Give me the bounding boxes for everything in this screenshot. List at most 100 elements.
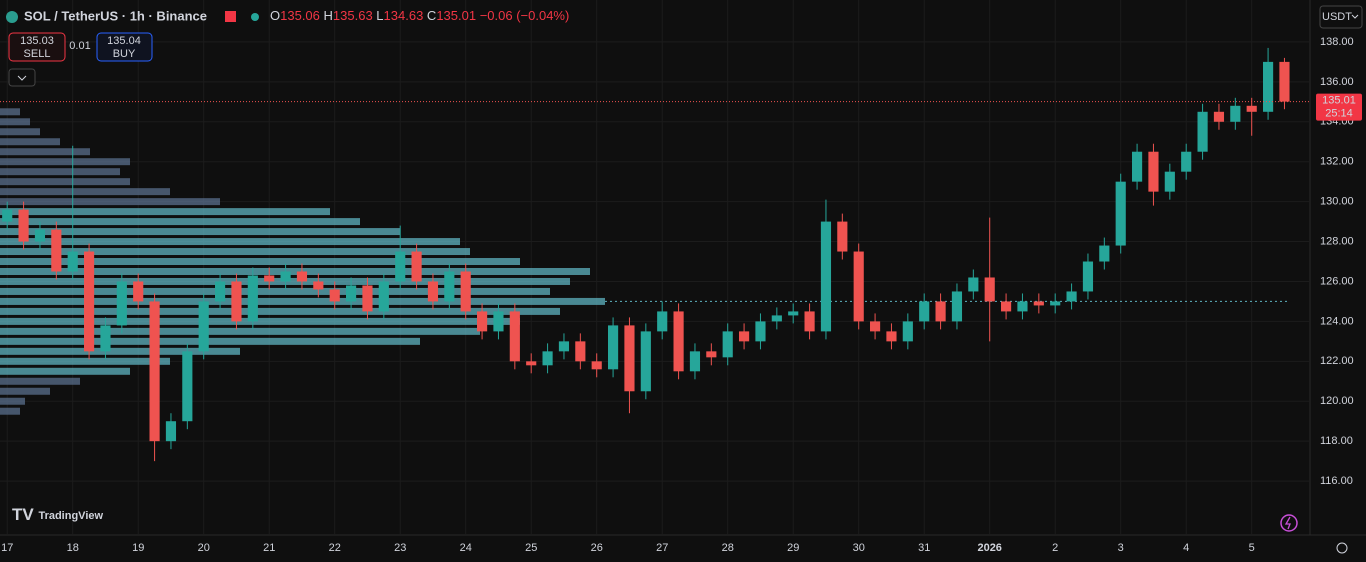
candle-body	[165, 421, 177, 442]
volume-bar	[0, 258, 520, 266]
ohlc-value: 135.63	[333, 8, 373, 23]
candle-body	[706, 351, 717, 358]
collapse-button[interactable]	[8, 68, 36, 87]
candle-body	[1132, 151, 1143, 182]
y-tick-label: 124.00	[1320, 315, 1354, 327]
candle-body	[919, 301, 930, 322]
volume-bar	[0, 407, 20, 415]
candle-body	[984, 277, 995, 302]
candle-body	[1213, 111, 1225, 122]
candle-body	[460, 271, 471, 312]
candle-body	[296, 271, 308, 282]
candle-body	[542, 351, 553, 366]
settings-icon[interactable]	[1336, 542, 1348, 554]
candle-body	[1066, 291, 1077, 302]
volume-bar	[0, 138, 60, 146]
volume-bar	[0, 108, 20, 116]
volume-bar	[0, 307, 560, 315]
sell-label: SELL	[24, 48, 51, 60]
volume-bar	[0, 148, 90, 156]
sell-price: 135.03	[20, 35, 54, 47]
candle-body	[346, 285, 357, 302]
volume-bar	[0, 297, 605, 305]
candle-body	[362, 285, 373, 312]
volume-bar	[0, 347, 240, 355]
y-tick-label: 130.00	[1320, 196, 1354, 208]
volume-bar	[0, 387, 50, 395]
logo-text: TradingView	[38, 510, 103, 522]
candle-body	[1148, 151, 1159, 192]
buy-button[interactable]	[96, 32, 153, 62]
volume-bar	[0, 367, 130, 375]
candle-body	[968, 277, 979, 292]
candle-body	[640, 331, 651, 392]
volume-bar	[0, 317, 520, 325]
candle-body	[198, 301, 209, 352]
y-tick-label: 128.00	[1320, 235, 1354, 247]
ohlc-value: 135.01	[436, 8, 476, 23]
candle-body	[247, 275, 258, 322]
ohlc-value: 135.06	[280, 8, 320, 23]
last-price-badge	[1316, 93, 1362, 121]
trade-buttons: 135.03 SELL 0.01 135.04 BUY	[8, 32, 153, 87]
candle-body	[739, 331, 750, 342]
x-tick-label: 17	[1, 542, 13, 554]
candle-body	[182, 351, 193, 422]
x-tick-label: 27	[656, 542, 668, 554]
sell-button[interactable]	[8, 32, 66, 62]
volume-bar	[0, 208, 330, 216]
y-tick-label: 122.00	[1320, 355, 1354, 367]
candle-body	[1279, 61, 1290, 102]
candle-body	[1181, 151, 1192, 172]
candle-body	[624, 325, 635, 392]
x-tick-label: 29	[787, 542, 799, 554]
flag-icon[interactable]	[225, 11, 236, 22]
x-tick-label: 21	[263, 542, 275, 554]
y-tick-label: 116.00	[1320, 475, 1353, 487]
lightning-icon[interactable]	[1280, 514, 1298, 532]
candle-body	[1082, 261, 1094, 292]
lightning-bolt	[1284, 516, 1291, 530]
candle-body	[558, 341, 570, 352]
volume-bar	[0, 178, 130, 186]
candle-body	[51, 229, 62, 272]
x-tick-label: 3	[1118, 542, 1124, 554]
candle-body	[1017, 301, 1028, 312]
candle-body	[1033, 301, 1044, 306]
candle-body	[34, 229, 46, 242]
candle-body	[902, 321, 913, 342]
y-tick-label: 132.00	[1320, 156, 1354, 168]
candle-body	[591, 361, 602, 370]
y-tick-label: 126.00	[1320, 275, 1354, 287]
logo: TV TradingView	[12, 505, 103, 524]
x-tick-label: 2026	[977, 542, 1001, 554]
volume-bar	[0, 128, 40, 136]
candle-body	[313, 281, 324, 290]
symbol: SOL / TetherUS · 1h · Binance	[24, 8, 207, 23]
last-price-label: 135.01	[1322, 95, 1356, 107]
candle-body	[149, 301, 160, 442]
candle-body	[951, 291, 963, 322]
candle-body	[1001, 301, 1012, 312]
y-tick-label: 138.00	[1320, 36, 1354, 48]
candle-body	[84, 251, 95, 352]
volume-bar	[0, 158, 130, 166]
y-tick-label: 120.00	[1320, 395, 1354, 407]
candle-body	[444, 271, 455, 302]
x-tick-label: 30	[853, 542, 865, 554]
buy-price: 135.04	[107, 35, 141, 47]
volume-bar	[0, 248, 470, 256]
chevron	[17, 75, 27, 81]
candle-body	[1230, 105, 1241, 122]
volume-bar	[0, 377, 80, 385]
candle-body	[427, 281, 439, 302]
symbol-icon	[6, 11, 18, 23]
currency-button[interactable]	[1319, 5, 1363, 29]
candle-body	[493, 311, 504, 332]
candle-body	[411, 251, 422, 282]
candle-body	[886, 331, 897, 342]
currency: USDT	[1322, 11, 1352, 23]
ohlc-key: O	[270, 8, 280, 23]
candle-body	[673, 311, 684, 372]
